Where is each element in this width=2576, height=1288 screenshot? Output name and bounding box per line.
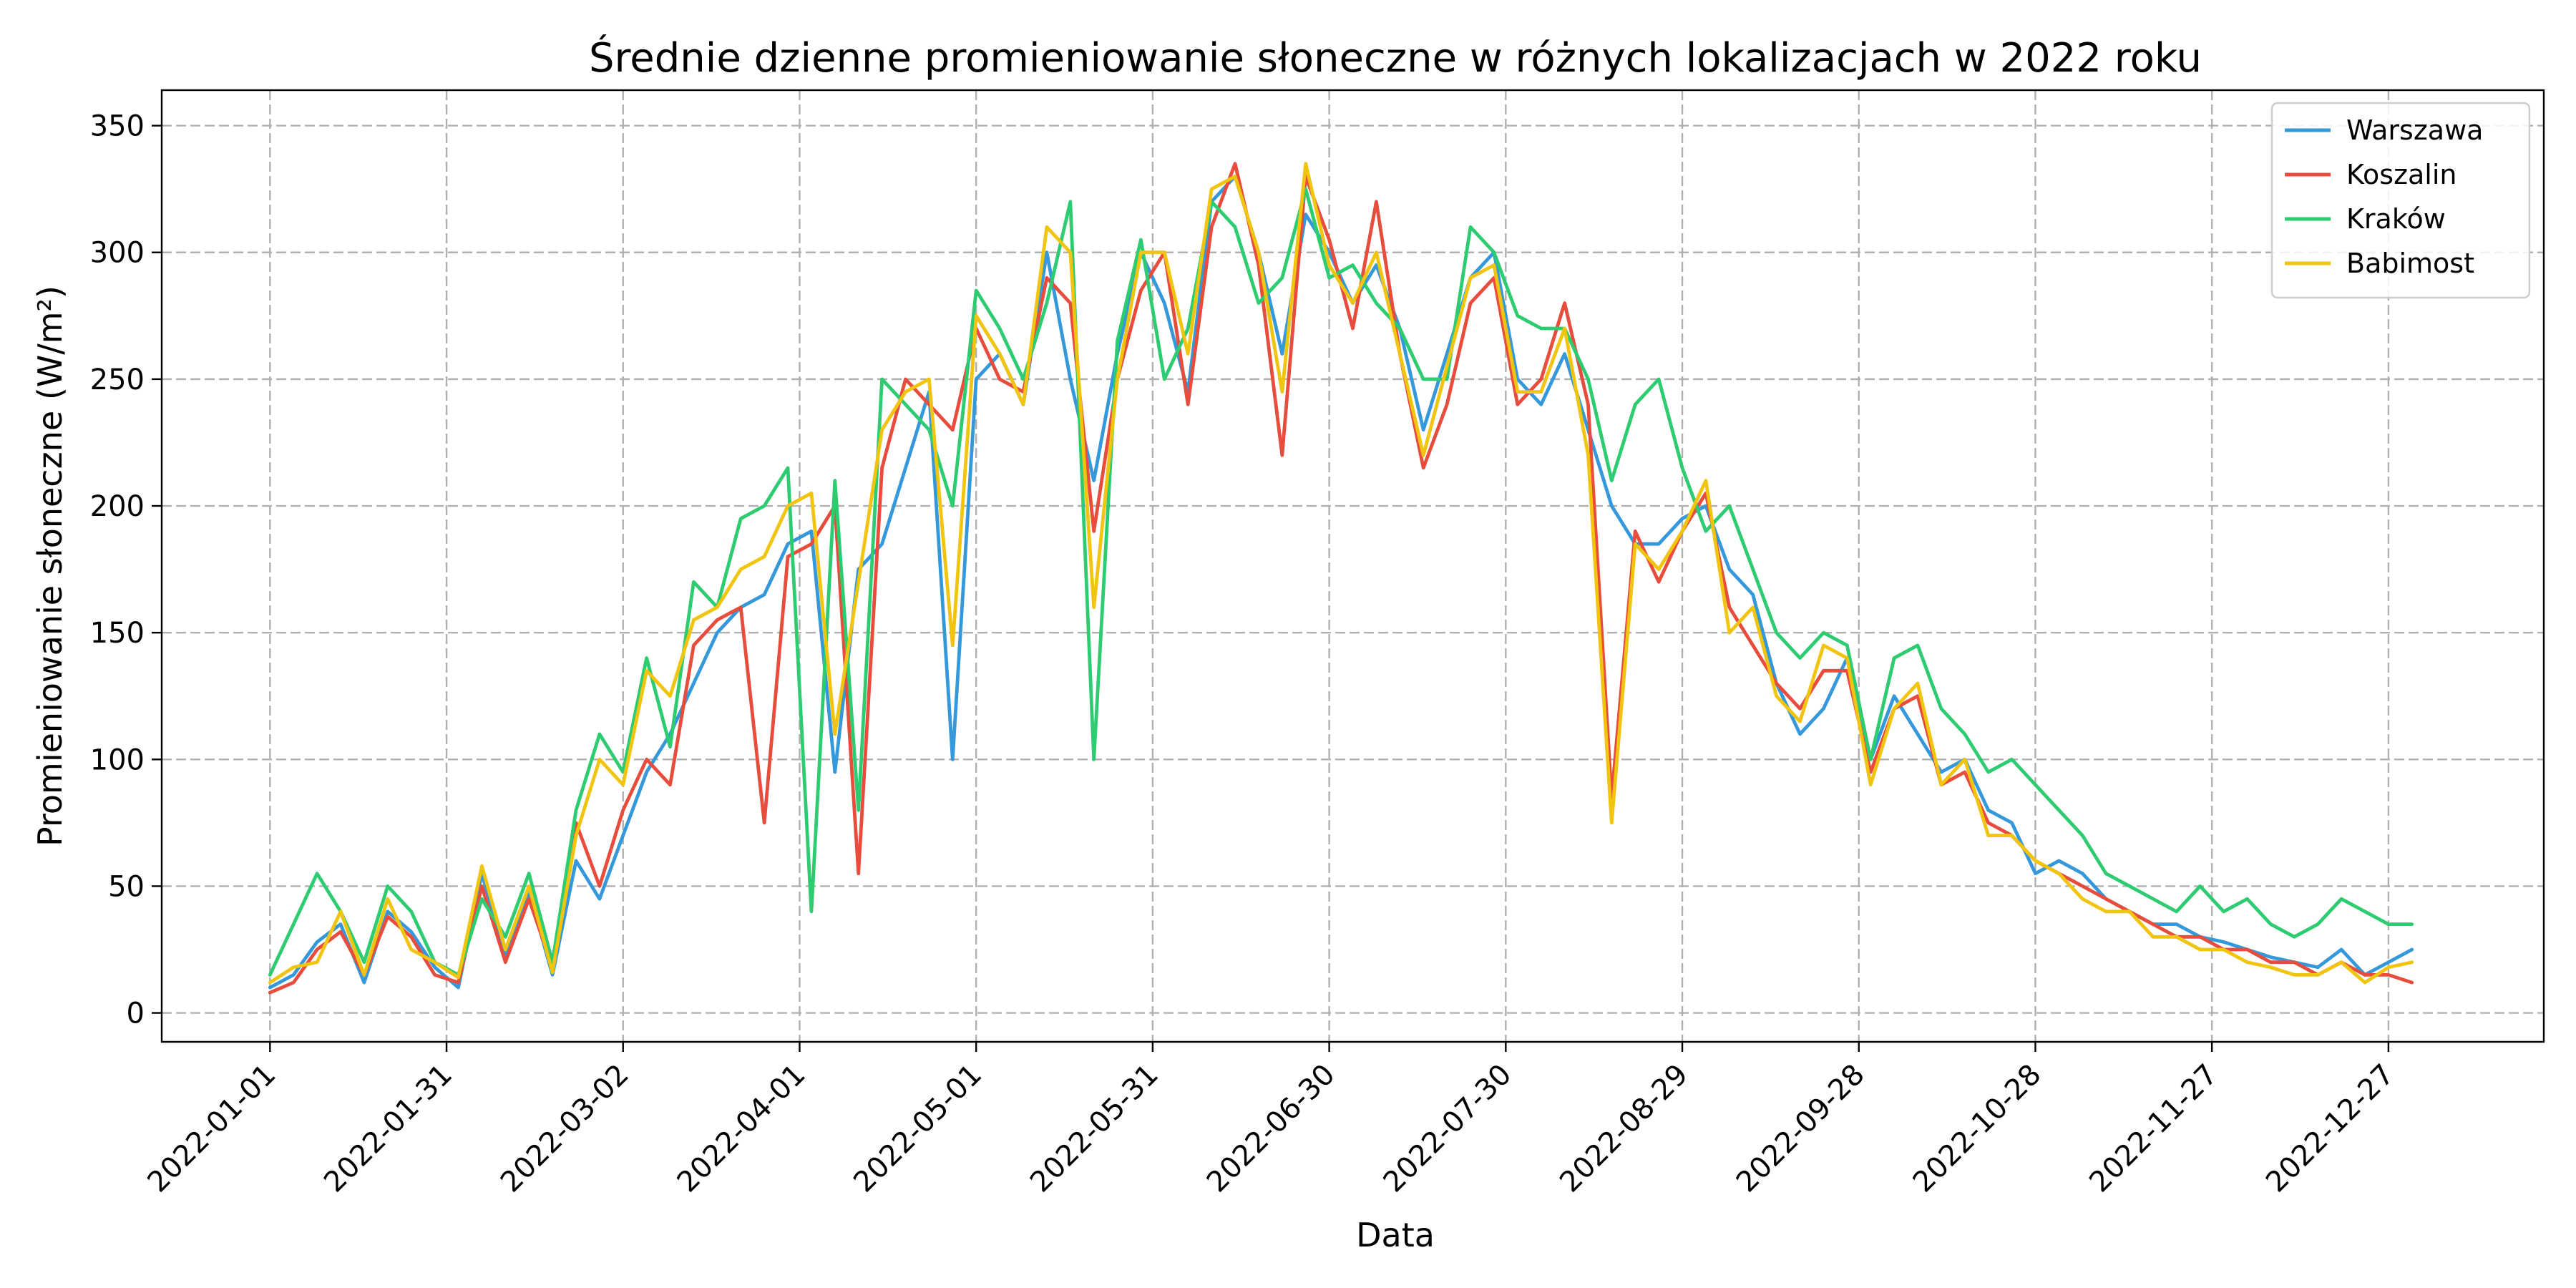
x-tick-label: 2022-01-31 (318, 1058, 459, 1199)
x-tick-label: 2022-03-02 (494, 1058, 635, 1199)
x-tick-label: 2022-08-29 (1553, 1058, 1694, 1199)
chart-title: Średnie dzienne promieniowanie słoneczne… (589, 35, 2202, 82)
series-lines (268, 162, 2414, 995)
y-tick-label: 350 (90, 110, 145, 143)
x-tick-label: 2022-09-28 (1730, 1058, 1871, 1199)
x-tick-label: 2022-11-27 (2083, 1058, 2224, 1199)
x-axis: 2022-01-01 2022-01-31 2022-03-02 2022-04-01… (141, 1042, 2401, 1199)
series-line-kraków (268, 187, 2414, 977)
y-tick-label: 200 (90, 490, 145, 523)
y-tick-label: 150 (90, 617, 145, 650)
series-line-koszalin (268, 162, 2414, 995)
grid (162, 90, 2544, 1042)
y-tick-label: 250 (90, 364, 145, 396)
legend-box (2270, 102, 2531, 299)
legend: Warszawa Koszalin Kraków Babimost (2270, 102, 2531, 299)
plot-frame (160, 89, 2545, 1043)
x-tick-label: 2022-07-30 (1377, 1058, 1518, 1199)
y-axis: 0 50 100 150 200 250 300 350 (90, 110, 162, 1030)
legend-label: Koszalin (2346, 159, 2457, 190)
x-tick-label: 2022-06-30 (1201, 1058, 1342, 1199)
x-tick-label: 2022-05-31 (1024, 1058, 1165, 1199)
legend-label: Warszawa (2346, 114, 2483, 146)
y-tick-label: 300 (90, 237, 145, 270)
y-tick-label: 50 (108, 870, 145, 903)
x-tick-label: 2022-10-28 (1907, 1058, 2048, 1199)
legend-label: Kraków (2346, 203, 2446, 235)
x-tick-label: 2022-01-01 (141, 1058, 282, 1199)
y-tick-label: 100 (90, 743, 145, 776)
x-tick-label: 2022-05-01 (847, 1058, 988, 1199)
y-axis-label: Promieniowanie słoneczne (W/m²) (31, 286, 69, 847)
series-line-babimost (268, 162, 2414, 985)
x-axis-label: Data (1356, 1216, 1435, 1254)
y-tick-label: 0 (127, 997, 145, 1030)
legend-label: Babimost (2346, 248, 2474, 279)
x-tick-label: 2022-04-01 (671, 1058, 812, 1199)
x-tick-label: 2022-12-27 (2260, 1058, 2401, 1199)
